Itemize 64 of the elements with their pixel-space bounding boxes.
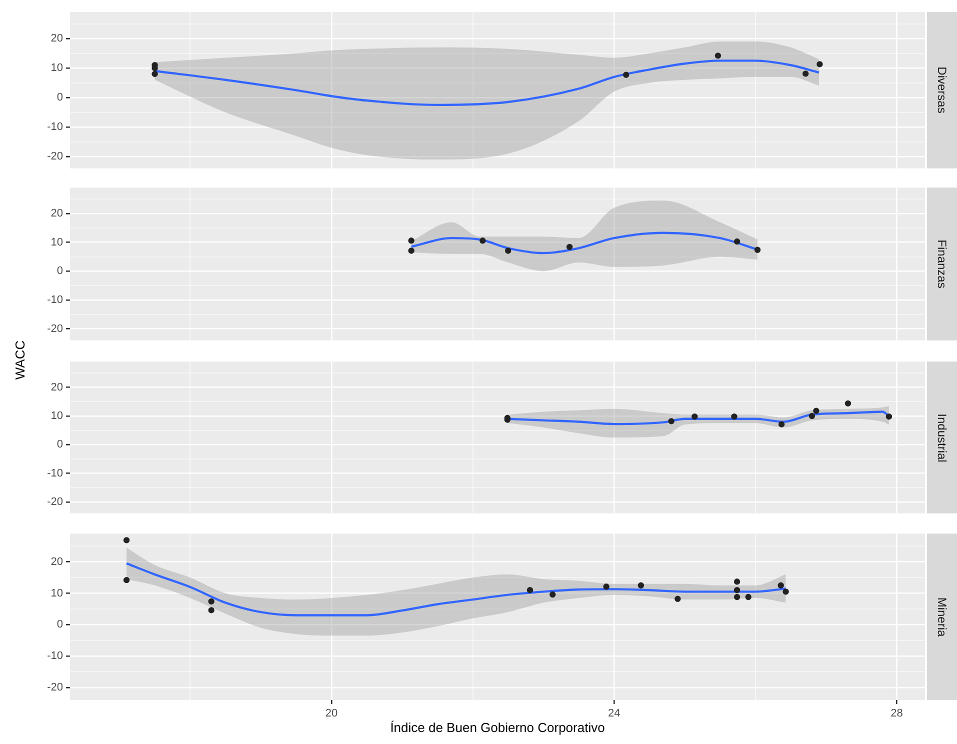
y-tick-label: 0 — [56, 265, 63, 278]
point — [886, 413, 892, 420]
point — [603, 584, 610, 590]
y-tick-label: -20 — [47, 681, 63, 694]
point — [152, 70, 158, 78]
y-tick-label: 0 — [56, 438, 63, 451]
y-tick-label: 20 — [50, 381, 63, 394]
point — [638, 582, 644, 589]
y-tick-label: -10 — [47, 467, 63, 480]
point — [408, 248, 414, 254]
y-tick-label: 10 — [50, 236, 63, 248]
x-tick-label: 24 — [608, 708, 620, 720]
point — [550, 591, 556, 598]
point — [734, 594, 740, 600]
point — [802, 70, 809, 77]
y-tick-label: -10 — [47, 121, 63, 134]
y-tick-label: 10 — [50, 587, 63, 600]
point — [408, 238, 414, 244]
point — [674, 596, 681, 602]
point — [208, 607, 214, 614]
y-tick-label: 0 — [56, 92, 63, 104]
point — [816, 61, 823, 68]
text: Mineria — [935, 597, 949, 636]
point — [778, 582, 784, 589]
y-tick-label: -10 — [47, 650, 63, 662]
point — [745, 594, 752, 600]
x-tick-label: 28 — [890, 708, 903, 720]
y-tick-label: 0 — [56, 618, 63, 631]
y-tick-label: -10 — [47, 294, 63, 306]
point — [782, 588, 789, 595]
x-tick-label: 20 — [325, 708, 338, 720]
point — [566, 244, 573, 250]
point — [734, 238, 740, 245]
point — [623, 72, 630, 78]
point — [734, 587, 740, 594]
point — [123, 537, 130, 544]
y-tick-label: -20 — [47, 150, 63, 163]
point — [734, 578, 740, 585]
point — [808, 412, 816, 420]
point — [668, 418, 674, 424]
y-axis-title: WACC — [12, 340, 28, 380]
y-tick-label: 10 — [50, 410, 63, 422]
point — [731, 413, 738, 420]
point — [754, 246, 761, 253]
point — [813, 408, 820, 414]
point — [480, 238, 486, 244]
text: Diversas — [935, 66, 949, 114]
y-tick-label: -20 — [47, 322, 63, 335]
point — [505, 248, 512, 254]
y-tick-label: 20 — [50, 208, 63, 220]
text: Industrial — [935, 413, 949, 462]
y-tick-label: 20 — [50, 556, 63, 568]
point — [692, 413, 698, 420]
y-tick-label: 10 — [50, 62, 63, 74]
point — [714, 52, 722, 59]
point — [844, 400, 852, 407]
y-tick-label: -20 — [47, 496, 63, 508]
text: Finanzas — [935, 240, 949, 288]
point — [526, 587, 534, 594]
x-axis-title: Índice de Buen Gobierno Corporativo — [390, 720, 605, 735]
point — [208, 598, 214, 605]
point — [778, 421, 785, 428]
y-tick-label: 20 — [50, 32, 63, 45]
point — [123, 576, 130, 584]
